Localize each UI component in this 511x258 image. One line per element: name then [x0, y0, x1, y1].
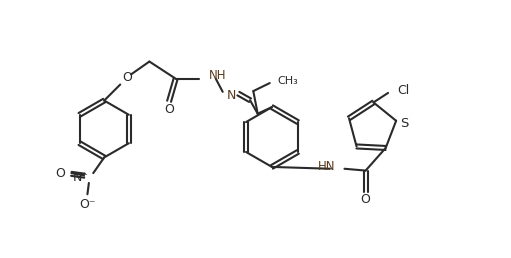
Text: O: O	[56, 167, 65, 180]
Text: S: S	[400, 117, 408, 130]
Text: O⁻: O⁻	[79, 198, 96, 211]
Text: NH: NH	[208, 69, 226, 82]
Text: HN: HN	[318, 160, 335, 173]
Text: O: O	[164, 103, 174, 116]
Text: O: O	[122, 71, 132, 84]
Text: N⁺: N⁺	[73, 171, 88, 184]
Text: N: N	[226, 89, 236, 102]
Text: O: O	[361, 193, 370, 206]
Text: Cl: Cl	[397, 84, 409, 97]
Text: CH₃: CH₃	[277, 76, 298, 86]
